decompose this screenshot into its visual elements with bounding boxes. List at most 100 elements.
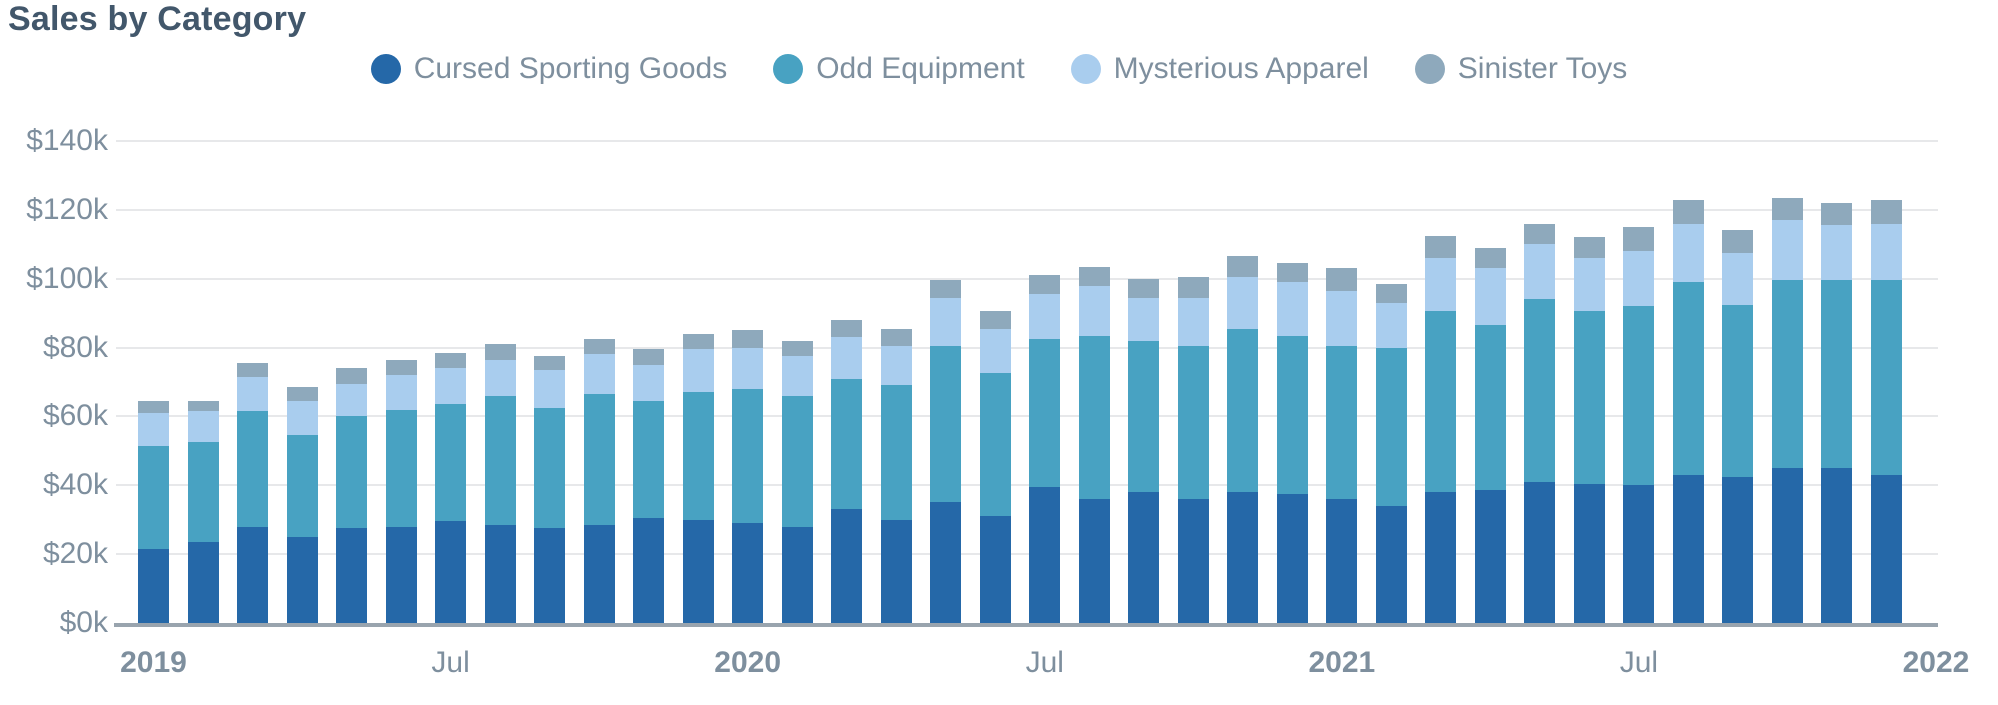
legend-item-sinister-toys[interactable]: Sinister Toys xyxy=(1414,52,1627,86)
bar-segment-mysterious-apparel[interactable] xyxy=(187,411,219,443)
bar-segment-odd-equipment[interactable] xyxy=(1573,311,1605,484)
bar-segment-odd-equipment[interactable] xyxy=(1425,311,1457,493)
bar-segment-mysterious-apparel[interactable] xyxy=(682,349,714,393)
bar-segment-sinister-toys[interactable] xyxy=(534,356,566,370)
bar-segment-cursed-sporting-goods[interactable] xyxy=(1672,474,1704,623)
bar-segment-sinister-toys[interactable] xyxy=(1870,199,1902,224)
bar-segment-sinister-toys[interactable] xyxy=(1128,278,1160,298)
bar-segment-odd-equipment[interactable] xyxy=(1672,282,1704,475)
bar-segment-mysterious-apparel[interactable] xyxy=(385,375,417,410)
bar-segment-sinister-toys[interactable] xyxy=(732,330,764,348)
bar-segment-mysterious-apparel[interactable] xyxy=(831,337,863,379)
bar-segment-cursed-sporting-goods[interactable] xyxy=(435,521,467,623)
bar-segment-mysterious-apparel[interactable] xyxy=(1672,223,1704,283)
bar-segment-sinister-toys[interactable] xyxy=(831,320,863,338)
bar-segment-cursed-sporting-goods[interactable] xyxy=(385,526,417,623)
bar-segment-mysterious-apparel[interactable] xyxy=(1227,276,1259,329)
bar-segment-mysterious-apparel[interactable] xyxy=(484,359,516,396)
bar-segment-sinister-toys[interactable] xyxy=(484,344,516,360)
bar-segment-cursed-sporting-goods[interactable] xyxy=(781,526,813,623)
bar-segment-sinister-toys[interactable] xyxy=(1623,227,1655,252)
bar-segment-odd-equipment[interactable] xyxy=(1078,335,1110,500)
bar-segment-sinister-toys[interactable] xyxy=(781,340,813,357)
bar-segment-odd-equipment[interactable] xyxy=(385,409,417,527)
bar-segment-cursed-sporting-goods[interactable] xyxy=(732,523,764,623)
bar-segment-cursed-sporting-goods[interactable] xyxy=(1623,485,1655,623)
bar-segment-odd-equipment[interactable] xyxy=(880,385,912,520)
bar-segment-odd-equipment[interactable] xyxy=(930,345,962,503)
bar-segment-mysterious-apparel[interactable] xyxy=(1474,268,1506,326)
bar-segment-mysterious-apparel[interactable] xyxy=(534,369,566,408)
bar-segment-cursed-sporting-goods[interactable] xyxy=(1227,492,1259,623)
bar-segment-cursed-sporting-goods[interactable] xyxy=(1474,490,1506,623)
bar-segment-cursed-sporting-goods[interactable] xyxy=(880,519,912,623)
bar-segment-mysterious-apparel[interactable] xyxy=(1821,225,1853,281)
bar-segment-mysterious-apparel[interactable] xyxy=(435,368,467,405)
bar-segment-mysterious-apparel[interactable] xyxy=(979,328,1011,374)
bar-segment-mysterious-apparel[interactable] xyxy=(237,376,269,412)
bar-segment-sinister-toys[interactable] xyxy=(633,349,665,365)
bar-segment-sinister-toys[interactable] xyxy=(1227,256,1259,277)
bar-segment-sinister-toys[interactable] xyxy=(1276,263,1308,283)
bar-segment-mysterious-apparel[interactable] xyxy=(1722,252,1754,305)
bar-segment-sinister-toys[interactable] xyxy=(435,352,467,369)
bar-segment-odd-equipment[interactable] xyxy=(1326,345,1358,500)
bar-segment-odd-equipment[interactable] xyxy=(1227,328,1259,493)
bar-segment-mysterious-apparel[interactable] xyxy=(583,354,615,395)
bar-segment-odd-equipment[interactable] xyxy=(1029,338,1061,487)
bar-segment-odd-equipment[interactable] xyxy=(435,404,467,522)
bar-segment-cursed-sporting-goods[interactable] xyxy=(237,526,269,623)
bar-segment-mysterious-apparel[interactable] xyxy=(880,345,912,386)
bar-segment-odd-equipment[interactable] xyxy=(534,407,566,529)
bar-segment-odd-equipment[interactable] xyxy=(1722,304,1754,477)
bar-segment-mysterious-apparel[interactable] xyxy=(732,347,764,389)
bar-segment-cursed-sporting-goods[interactable] xyxy=(1177,499,1209,623)
bar-segment-cursed-sporting-goods[interactable] xyxy=(1128,492,1160,623)
bar-segment-mysterious-apparel[interactable] xyxy=(286,400,318,436)
bar-segment-sinister-toys[interactable] xyxy=(138,400,169,413)
bar-segment-sinister-toys[interactable] xyxy=(1573,237,1605,259)
bar-segment-sinister-toys[interactable] xyxy=(1821,202,1853,226)
bar-segment-odd-equipment[interactable] xyxy=(1375,347,1407,506)
bar-segment-cursed-sporting-goods[interactable] xyxy=(1078,499,1110,623)
bar-segment-odd-equipment[interactable] xyxy=(732,388,764,524)
bar-segment-sinister-toys[interactable] xyxy=(682,333,714,350)
bar-segment-sinister-toys[interactable] xyxy=(1771,197,1803,221)
bar-segment-mysterious-apparel[interactable] xyxy=(138,412,169,446)
bar-segment-sinister-toys[interactable] xyxy=(1474,247,1506,269)
bar-segment-sinister-toys[interactable] xyxy=(385,359,417,376)
bar-segment-sinister-toys[interactable] xyxy=(1078,266,1110,286)
bar-segment-cursed-sporting-goods[interactable] xyxy=(1326,499,1358,623)
bar-segment-mysterious-apparel[interactable] xyxy=(1276,282,1308,336)
bar-segment-cursed-sporting-goods[interactable] xyxy=(1771,468,1803,623)
bar-segment-cursed-sporting-goods[interactable] xyxy=(187,542,219,623)
bar-segment-cursed-sporting-goods[interactable] xyxy=(1524,481,1556,623)
bar-segment-sinister-toys[interactable] xyxy=(1029,275,1061,295)
bar-segment-cursed-sporting-goods[interactable] xyxy=(930,502,962,623)
bar-segment-cursed-sporting-goods[interactable] xyxy=(534,528,566,623)
bar-segment-sinister-toys[interactable] xyxy=(930,280,962,298)
bar-segment-sinister-toys[interactable] xyxy=(1672,199,1704,224)
bar-segment-cursed-sporting-goods[interactable] xyxy=(1821,468,1853,623)
bar-segment-mysterious-apparel[interactable] xyxy=(1029,294,1061,339)
bar-segment-sinister-toys[interactable] xyxy=(1425,235,1457,259)
bar-segment-odd-equipment[interactable] xyxy=(1276,335,1308,494)
bar-segment-odd-equipment[interactable] xyxy=(1821,280,1853,469)
bar-segment-mysterious-apparel[interactable] xyxy=(633,364,665,401)
bar-segment-cursed-sporting-goods[interactable] xyxy=(1870,474,1902,623)
bar-segment-odd-equipment[interactable] xyxy=(1128,340,1160,493)
bar-segment-mysterious-apparel[interactable] xyxy=(1573,258,1605,312)
bar-segment-odd-equipment[interactable] xyxy=(1474,325,1506,491)
bar-segment-mysterious-apparel[interactable] xyxy=(1375,302,1407,348)
bar-segment-cursed-sporting-goods[interactable] xyxy=(1276,493,1308,623)
legend-item-cursed-sporting-goods[interactable]: Cursed Sporting Goods xyxy=(370,52,727,86)
bar-segment-odd-equipment[interactable] xyxy=(979,373,1011,517)
bar-segment-sinister-toys[interactable] xyxy=(880,328,912,346)
bar-segment-sinister-toys[interactable] xyxy=(979,311,1011,329)
bar-segment-sinister-toys[interactable] xyxy=(336,368,368,384)
bar-segment-sinister-toys[interactable] xyxy=(187,400,219,412)
bar-segment-sinister-toys[interactable] xyxy=(1177,276,1209,298)
bar-segment-odd-equipment[interactable] xyxy=(583,394,615,525)
bar-segment-odd-equipment[interactable] xyxy=(138,445,169,549)
bar-segment-mysterious-apparel[interactable] xyxy=(1870,223,1902,281)
